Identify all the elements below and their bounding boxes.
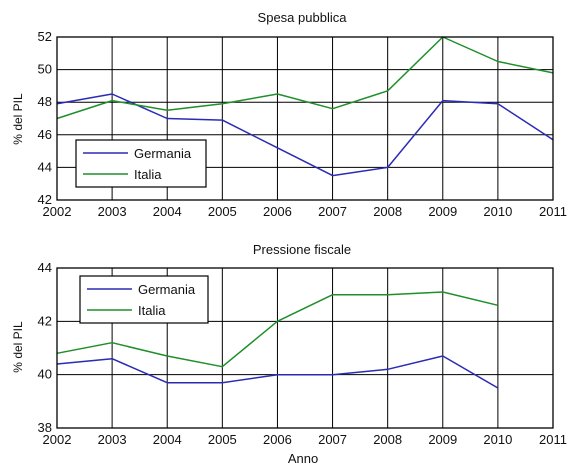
legend-box (75, 139, 207, 188)
y-tick-label: 42 (38, 313, 52, 328)
x-tick-label: 2006 (263, 432, 292, 447)
chart-spesa-pubblica: Spesa pubblica % del PIL 2002 2003 2004 200… (11, 10, 567, 219)
grid (57, 37, 553, 200)
y-tick-label: 44 (38, 260, 52, 275)
x-tick-label: 2009 (428, 204, 457, 219)
y-axis-label: % del PIL (11, 93, 25, 145)
y-tick-label: 42 (38, 192, 52, 207)
tick-labels: 2002 2003 2004 2005 2006 2007 2008 2009 2010 2011… (38, 29, 567, 219)
chart-title: Pressione fiscale (253, 242, 351, 257)
y-tick-label: 38 (38, 420, 52, 435)
x-tick-label: 2004 (153, 204, 182, 219)
x-tick-label: 2004 (153, 432, 182, 447)
legend-label: Italia (138, 303, 166, 318)
chart-pressione-fiscale: Pressione fiscale % del PIL 2002 2003 2004… (11, 242, 567, 466)
x-tick-label: 2011 (539, 204, 567, 219)
x-tick-label: 2002 (43, 204, 72, 219)
chart-title: Spesa pubblica (258, 10, 348, 25)
x-tick-label: 2003 (98, 432, 127, 447)
plot-frame (56, 36, 554, 201)
series-line-italia (56, 36, 554, 120)
x-tick-label: 2007 (318, 432, 347, 447)
legend: Germania Italia (79, 275, 209, 324)
tick-labels: 2002 2003 2004 2005 2006 2007 2008 2009 2010 2011… (38, 260, 567, 447)
series-layer (56, 36, 554, 177)
x-tick-label: 2010 (483, 432, 512, 447)
x-axis-label: Anno (288, 451, 318, 466)
y-axis-label: % del PIL (11, 321, 25, 373)
x-tick-label: 2005 (208, 204, 237, 219)
legend-label: Italia (134, 167, 162, 182)
plot-frame (56, 267, 554, 429)
legend: Germania Italia (75, 139, 207, 188)
series-line-germania (56, 93, 554, 177)
series-line-italia (56, 291, 499, 368)
series-line-germania (56, 355, 499, 389)
y-tick-label: 50 (38, 62, 52, 77)
x-tick-label: 2011 (539, 432, 567, 447)
x-tick-label: 2009 (428, 432, 457, 447)
legend-label: Germania (134, 146, 192, 161)
x-tick-label: 2007 (318, 204, 347, 219)
y-tick-label: 52 (38, 29, 52, 44)
y-tick-label: 44 (38, 159, 52, 174)
y-tick-label: 48 (38, 94, 52, 109)
x-tick-label: 2002 (43, 432, 72, 447)
x-tick-label: 2008 (373, 432, 402, 447)
y-tick-label: 40 (38, 367, 52, 382)
legend-label: Germania (138, 282, 196, 297)
y-tick-label: 46 (38, 127, 52, 142)
x-tick-label: 2008 (373, 204, 402, 219)
series-layer (56, 291, 499, 389)
x-tick-label: 2003 (98, 204, 127, 219)
legend-box (79, 275, 209, 324)
x-tick-label: 2006 (263, 204, 292, 219)
x-tick-label: 2010 (483, 204, 512, 219)
x-tick-label: 2005 (208, 432, 237, 447)
